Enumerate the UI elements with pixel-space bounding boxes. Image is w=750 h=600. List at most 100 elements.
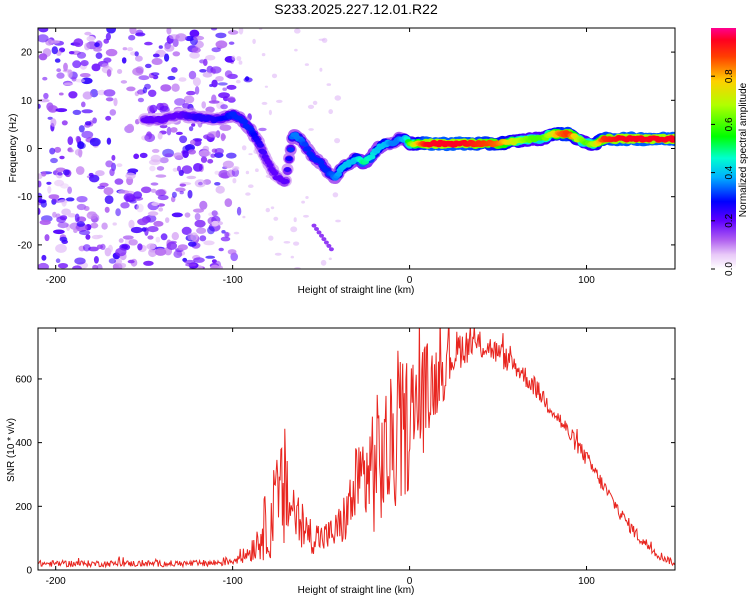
heatmap-noise-cell xyxy=(177,244,188,251)
heatmap-noise-cell xyxy=(47,186,52,194)
heatmap-noise-cell xyxy=(293,217,297,223)
heatmap-noise-cell xyxy=(61,120,68,126)
heatmap-noise-cell xyxy=(265,207,270,213)
heatmap-noise-cell xyxy=(74,78,86,83)
heatmap-noise-cell xyxy=(167,75,176,81)
heatmap-noise-cell xyxy=(88,172,94,177)
heatmap-noise-cell xyxy=(307,104,315,109)
heatmap-noise-cell xyxy=(179,183,187,187)
heatmap-noise-cell xyxy=(164,153,174,158)
heatmap-noise-cell xyxy=(115,208,121,217)
heatmap-noise-cell xyxy=(109,109,117,116)
heatmap-noise-cell xyxy=(178,77,187,82)
heatmap-noise-cell xyxy=(106,137,112,145)
heatmap-noise-cell xyxy=(199,200,208,210)
heatmap-ridge-cell xyxy=(314,227,319,231)
heatmap-noise-cell xyxy=(59,236,68,242)
heatmap-noise-cell xyxy=(120,202,130,209)
heatmap-noise-cell xyxy=(128,219,135,229)
heatmap-noise-cell xyxy=(114,258,123,265)
heatmap-noise-cell xyxy=(103,89,116,97)
heatmap-noise-cell xyxy=(203,58,208,66)
spectrogram-y-axis: -20 -10 0 10 20 xyxy=(18,48,675,251)
heatmap-noise-cell xyxy=(72,265,82,269)
heatmap-noise-cell xyxy=(179,135,188,144)
heatmap-noise-cell xyxy=(227,30,239,35)
heatmap-noise-cell xyxy=(53,229,65,235)
heatmap-noise-cell xyxy=(86,211,98,220)
heatmap-noise-cell xyxy=(50,157,58,164)
heatmap-noise-cell xyxy=(86,35,96,42)
colorbar-gradient xyxy=(711,28,736,269)
heatmap-noise-cell xyxy=(238,60,243,65)
heatmap-noise-cell xyxy=(232,166,238,172)
snr-y-label: SNR (10 * v/v) xyxy=(6,418,17,482)
heatmap-noise-cell xyxy=(133,153,140,160)
heatmap-noise-cell xyxy=(63,82,74,86)
heatmap-noise-cell xyxy=(81,77,93,85)
heatmap-noise-cell xyxy=(67,69,73,78)
heatmap-ridge-cell xyxy=(260,149,268,155)
colorbar-tick-label: 0.2 xyxy=(724,213,735,227)
heatmap-ridge-cell xyxy=(335,171,342,177)
heatmap-noise-cell xyxy=(214,148,224,155)
heatmap-noise-cell xyxy=(88,246,99,252)
heatmap-noise-cell xyxy=(105,48,118,57)
heatmap-noise-cell xyxy=(144,41,153,46)
snr-panel: -200 -100 0 100 0 200 400 600 Height of straig… xyxy=(6,327,676,596)
heatmap-noise-cell xyxy=(177,165,181,172)
heatmap-noise-cell xyxy=(165,217,170,224)
heatmap-noise-cell xyxy=(245,192,251,196)
heatmap-noise-cell xyxy=(196,227,207,234)
heatmap-noise-cell xyxy=(80,60,89,67)
heatmap-noise-cell xyxy=(48,194,60,200)
heatmap-noise-cell xyxy=(157,132,163,140)
heatmap-noise-cell xyxy=(39,219,51,225)
heatmap-noise-cell xyxy=(151,58,163,65)
heatmap-noise-cell xyxy=(218,92,230,99)
heatmap-noise-cell xyxy=(182,103,191,109)
heatmap-noise-cell xyxy=(141,227,147,232)
heatmap-noise-cell xyxy=(151,148,160,153)
heatmap-noise-cell xyxy=(171,191,177,198)
heatmap-noise-cell xyxy=(121,57,127,64)
heatmap-ridge-cell xyxy=(282,178,290,184)
heatmap-ridge-cell xyxy=(266,162,274,168)
heatmap-noise-cell xyxy=(175,187,186,192)
heatmap-noise-cell xyxy=(69,149,74,153)
heatmap-noise-cell xyxy=(226,96,236,101)
colorbar-tick-label: 0.8 xyxy=(724,69,735,83)
heatmap-noise-cell xyxy=(50,40,60,44)
heatmap-noise-cell xyxy=(81,130,94,139)
heatmap-noise-cell xyxy=(188,126,194,132)
heatmap-ridge-cell xyxy=(326,243,332,248)
heatmap-noise-cell xyxy=(189,52,201,59)
heatmap-noise-cell xyxy=(172,167,178,172)
heatmap-noise-cell xyxy=(118,262,127,269)
heatmap-noise-cell xyxy=(91,63,101,72)
heatmap-noise-cell xyxy=(232,178,237,184)
heatmap-noise-cell xyxy=(91,234,101,240)
heatmap-noise-cell xyxy=(134,51,139,57)
heatmap-noise-cell xyxy=(135,66,144,74)
heatmap-noise-cell xyxy=(58,92,64,96)
y-tick-label: 10 xyxy=(21,96,33,107)
heatmap-ridge-cell xyxy=(317,159,325,165)
heatmap-noise-cell xyxy=(44,234,50,242)
heatmap-noise-cell xyxy=(174,98,186,106)
heatmap-noise-cell xyxy=(217,82,228,86)
heatmap-noise-cell xyxy=(127,259,135,264)
heatmap-noise-cell xyxy=(208,100,220,104)
heatmap-noise-cell xyxy=(118,238,124,243)
heatmap-noise-cell xyxy=(71,76,77,82)
heatmap-noise-cell xyxy=(146,243,156,250)
heatmap-noise-cell xyxy=(57,222,69,229)
heatmap-noise-cell xyxy=(211,47,221,53)
heatmap-noise-cell xyxy=(293,241,300,246)
heatmap-noise-cell xyxy=(46,181,52,185)
heatmap-noise-cell xyxy=(218,247,224,252)
heatmap-noise-cell xyxy=(38,180,42,188)
heatmap-noise-cell xyxy=(105,97,114,102)
heatmap-noise-cell xyxy=(137,243,143,251)
